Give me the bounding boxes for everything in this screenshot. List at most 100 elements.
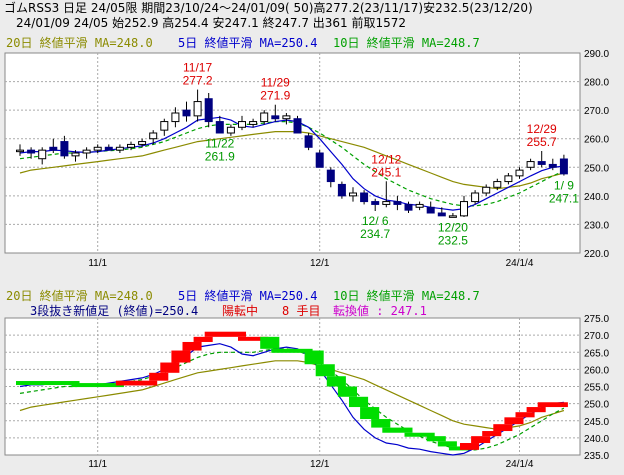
bottom-y-tick-label: 235.0	[584, 451, 609, 462]
candle-down-body	[371, 201, 380, 205]
candle-up-body	[349, 192, 357, 197]
bottom-x-tick-label: 12/1	[310, 459, 330, 470]
bottom-y-tick-label: 245.0	[584, 417, 609, 428]
high-date-label: 12/12	[371, 152, 401, 166]
candle-up-body	[149, 132, 158, 140]
up-brick	[460, 443, 480, 450]
low-date-label: 12/20	[438, 220, 468, 234]
candle-up-body	[82, 149, 91, 154]
top-x-tick-label: 11/1	[88, 258, 107, 269]
candle-up-body	[482, 186, 491, 194]
low-value-label: 234.7	[360, 227, 390, 241]
candle-up-body	[448, 215, 457, 218]
bottom-y-tick-label: 265.0	[584, 348, 609, 359]
candle-down-body	[426, 206, 435, 214]
up-brick	[471, 436, 491, 444]
high-value-label: 277.2	[183, 74, 213, 88]
bottom-y-tick-label: 275.0	[584, 314, 609, 325]
high-value-label: 271.9	[260, 89, 290, 103]
bottom-y-tick-label: 250.0	[584, 400, 609, 411]
up-brick	[193, 336, 213, 342]
candle-up-body	[282, 115, 291, 120]
high-date-label: 12/29	[527, 122, 557, 136]
top-y-tick-label: 230.0	[584, 220, 609, 231]
candle-up-body	[38, 149, 47, 160]
candle-down-body	[548, 163, 557, 168]
candle-down-body	[360, 192, 369, 203]
line-break-value-label: 3段抜き新値足 (終値)=250.4	[30, 303, 198, 318]
low-date-label: 11/22	[205, 136, 234, 150]
candle-down-body	[104, 146, 113, 151]
top-y-tick-label: 250.0	[584, 163, 609, 174]
bottom-y-tick-label: 240.0	[584, 434, 609, 445]
candle-up-body	[493, 181, 502, 188]
top-x-tick-label: 24/1/4	[506, 258, 534, 269]
down-brick	[404, 432, 435, 437]
candle-down-body	[437, 212, 446, 217]
low-date-label: 1/ 9	[554, 179, 574, 193]
bottom-x-tick-label: 11/1	[88, 459, 107, 470]
candle-up-body	[238, 121, 246, 128]
candlesticks	[16, 89, 568, 218]
bottom-legend-ma10: 10日 終値平滑 MA=248.7	[333, 288, 480, 303]
top-y-tick-label: 220.0	[584, 249, 609, 260]
down-brick	[371, 419, 391, 428]
header-line-1: ゴムRSS3 日足 24/05限 期間23/10/24～24/01/09( 50…	[4, 1, 533, 15]
low-date-label: 12/ 6	[362, 214, 389, 228]
candle-up-body	[249, 121, 258, 125]
candle-up-body	[415, 203, 424, 208]
up-brick	[149, 372, 169, 381]
candle-up-body	[138, 141, 147, 145]
top-x-tick-label: 12/1	[310, 258, 330, 269]
top-legend-ma20: 20日 終値平滑 MA=248.0	[6, 35, 153, 50]
candle-down-body	[27, 149, 36, 154]
low-value-label: 232.5	[438, 233, 468, 247]
up-brick	[160, 362, 180, 373]
down-brick	[71, 383, 124, 388]
candle-down-body	[326, 169, 335, 183]
top-legend-ma10: 10日 終値平滑 MA=248.7	[333, 35, 480, 50]
down-brick	[16, 381, 80, 386]
down-brick	[326, 376, 346, 387]
up-brick	[537, 402, 568, 408]
trend-state-label: 陽転中	[222, 303, 258, 318]
up-brick	[238, 336, 269, 341]
bottom-y-axis: 235.0 240.0 245.0 250.0 255.0 260.0 265.0 270.0…	[584, 314, 609, 462]
candle-down-body	[271, 115, 280, 120]
up-brick	[526, 407, 546, 413]
candle-up-body	[115, 146, 124, 151]
high-date-label: 11/29	[261, 76, 290, 90]
candle-down-body	[49, 146, 58, 151]
bottom-ma20-line	[19, 360, 565, 430]
top-y-tick-label: 280.0	[584, 78, 609, 89]
candle-up-body	[171, 112, 180, 123]
bottom-y-tick-label: 255.0	[584, 383, 609, 394]
top-x-axis: 11/1 12/1 24/1/4	[88, 258, 534, 269]
candle-up-body	[226, 126, 235, 134]
candle-up-body	[193, 101, 202, 117]
step-count-label: 8 手目	[282, 304, 320, 318]
candle-up-body	[504, 175, 513, 183]
top-legend-ma5: 5日 終値平滑 MA=250.4	[178, 35, 317, 50]
bottom-y-tick-label: 270.0	[584, 331, 609, 342]
candle-up-body	[460, 201, 468, 217]
down-brick	[260, 336, 280, 349]
candle-up-body	[16, 149, 24, 153]
candle-up-body	[515, 169, 524, 177]
candle-up-body	[382, 201, 391, 205]
up-brick	[482, 431, 502, 437]
up-brick	[204, 331, 246, 337]
up-brick	[182, 341, 202, 351]
candle-down-body	[393, 201, 402, 205]
candle-up-body	[127, 143, 135, 148]
candle-down-body	[537, 161, 546, 165]
candle-down-body	[337, 183, 346, 197]
candle-down-body	[60, 141, 69, 157]
down-brick	[315, 364, 335, 377]
down-brick	[349, 396, 369, 408]
top-y-axis: 220.0 230.0 240.0 250.0 260.0 270.0 280.0 290.0	[584, 49, 609, 260]
up-brick	[115, 380, 158, 386]
top-y-tick-label: 270.0	[584, 106, 609, 117]
bottom-x-axis: 11/1 12/1 24/1/4	[88, 459, 534, 470]
